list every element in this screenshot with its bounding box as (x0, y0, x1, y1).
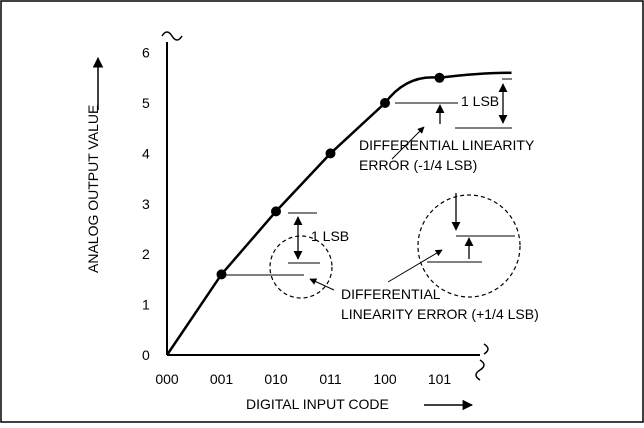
dle-negative-label-line1: DIFFERENTIAL LINEARITY (359, 137, 535, 153)
dle-positive-pointer-icon (387, 249, 443, 283)
y-tick-label: 3 (142, 196, 150, 212)
x-axis-break-icon (475, 359, 485, 381)
x-tick-label: 000 (155, 371, 179, 387)
lsb-upper-label: 1 LSB (461, 93, 499, 109)
x-tick-label: 001 (210, 371, 234, 387)
y-axis-label: ANALOG OUTPUT VALUE (85, 105, 101, 273)
y-tick-label: 5 (142, 95, 150, 111)
lsb-lower-label: 1 LSB (311, 228, 349, 244)
y-tick-label: 2 (142, 246, 150, 262)
data-point (434, 72, 445, 83)
dle-negative-label-line2: ERROR (-1/4 LSB) (359, 157, 477, 173)
x-tick-label: 101 (428, 371, 452, 387)
y-tick-label: 6 (142, 45, 150, 61)
data-point (325, 148, 336, 159)
y-tick-labels: 0 1 2 3 4 5 6 (142, 45, 150, 363)
dle-positive-label-line2: LINEARITY ERROR (+1/4 LSB) (341, 306, 539, 322)
dle-positive-zoom-small-circle (269, 235, 333, 299)
x-tick-label: 010 (264, 371, 288, 387)
y-tick-label: 0 (142, 347, 150, 363)
data-point (271, 206, 281, 217)
data-point (216, 269, 227, 280)
y-tick-label: 1 (142, 297, 150, 313)
x-tick-label: 100 (373, 371, 397, 387)
x-axis-break-top-icon (483, 343, 489, 355)
x-tick-labels: 000 001 010 011 100 101 (155, 371, 451, 387)
data-points (216, 72, 445, 280)
y-axis-break-icon (161, 31, 183, 41)
dle-positive-pointer-small-icon (309, 278, 335, 291)
data-point (380, 98, 390, 108)
dle-positive-label-line1: DIFFERENTIAL (341, 286, 441, 302)
dle-positive-zoom-large-circle (417, 194, 521, 298)
y-tick-label: 4 (142, 145, 150, 161)
x-axis-label: DIGITAL INPUT CODE (246, 396, 389, 412)
x-tick-label: 011 (319, 371, 342, 387)
dle-negative-pointer-icon (391, 126, 425, 160)
